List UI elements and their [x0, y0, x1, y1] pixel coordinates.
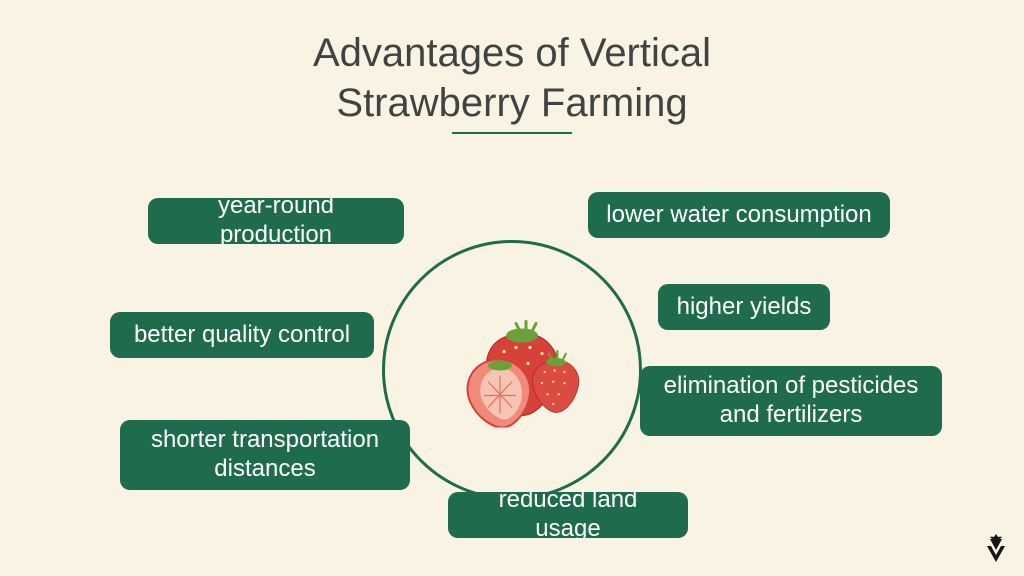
pill-land: reduced land usage — [448, 492, 688, 538]
strawberry-icon — [442, 308, 582, 433]
pill-transport: shorter transportation distances — [120, 420, 410, 490]
pill-water: lower water consumption — [588, 192, 890, 238]
pill-label: elimination of pesticides and fertilizer… — [664, 372, 919, 430]
pill-label: higher yields — [677, 293, 812, 322]
brand-logo-icon — [980, 532, 1012, 569]
page-title: Advantages of Vertical Strawberry Farmin… — [0, 28, 1024, 128]
pill-label: better quality control — [134, 321, 350, 350]
pill-yields: higher yields — [658, 284, 830, 330]
title-line-1: Advantages of Vertical — [313, 31, 711, 75]
pill-label: year-round production — [166, 192, 386, 250]
title-underline — [452, 132, 572, 134]
title-line-2: Strawberry Farming — [336, 81, 687, 125]
pill-pesticides: elimination of pesticides and fertilizer… — [640, 366, 942, 436]
pill-year-round: year-round production — [148, 198, 404, 244]
pill-label: shorter transportation distances — [151, 426, 379, 484]
pill-label: reduced land usage — [466, 486, 670, 544]
pill-quality: better quality control — [110, 312, 374, 358]
pill-label: lower water consumption — [606, 201, 871, 230]
